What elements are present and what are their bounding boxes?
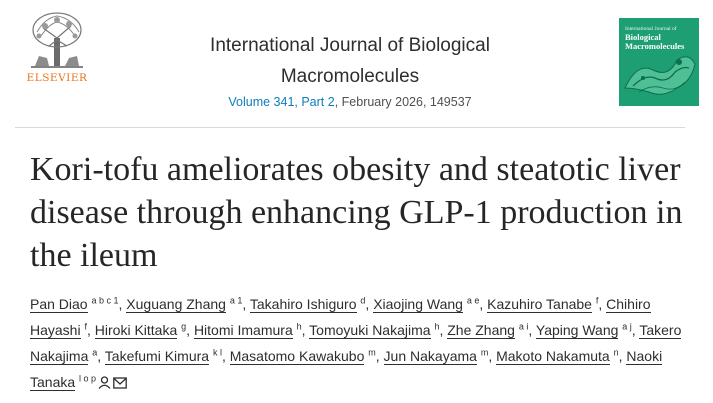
author-name[interactable]: Jun Nakayama (383, 348, 477, 365)
author-affiliation-sup: m (368, 347, 376, 358)
cover-title: International Journal of Biological Macr… (625, 26, 695, 51)
author-item[interactable]: Masatomo Kawakubo m (229, 347, 376, 365)
journal-cover[interactable]: International Journal of Biological Macr… (619, 18, 699, 106)
cover-title-small: International Journal of (625, 26, 677, 32)
elsevier-tree-icon (31, 12, 83, 68)
author-name[interactable]: Yaping Wang (535, 322, 619, 339)
author-item[interactable]: Hiroki Kittaka g (94, 321, 187, 339)
elsevier-logo[interactable]: ELSEVIER (22, 10, 92, 94)
author-affiliation-sup: f (595, 295, 599, 306)
author-name[interactable]: Hiroki Kittaka (94, 322, 178, 339)
author-list: Pan Diao a b c 1, Xuguang Zhang a 1, Tak… (30, 291, 690, 397)
author-name[interactable]: Zhe Zhang (447, 322, 515, 339)
author-name[interactable]: Masatomo Kawakubo (229, 348, 365, 365)
issue-info: Volume 341, Part 2, February 2026, 14953… (180, 95, 520, 109)
article-title: Kori-tofu ameliorates obesity and steato… (30, 151, 683, 274)
author-affiliation-sup: a 1 (229, 295, 243, 306)
author-affiliation-sup: a b c 1 (91, 295, 119, 306)
cover-title-main: Biological Macromolecules (625, 32, 685, 51)
author-name[interactable]: Hitomi Imamura (193, 322, 293, 339)
author-name[interactable]: Xiaojing Wang (373, 296, 463, 313)
author-name[interactable]: Pan Diao (30, 296, 88, 313)
author-name[interactable]: Makoto Nakamuta (496, 348, 610, 365)
author-item[interactable]: Takero Nakajima a (30, 322, 682, 365)
author-affiliation-sup: m (480, 347, 489, 358)
author-affiliation-sup: h (434, 321, 440, 332)
author-item[interactable]: Takefumi Kimura k l (104, 347, 222, 365)
author-affiliation-sup: a (92, 347, 98, 358)
author-affiliation-sup: l o p (79, 373, 97, 384)
author-item[interactable]: Kazuhiro Tanabe f (487, 295, 599, 313)
author-name[interactable]: Takero Nakajima (30, 322, 682, 365)
author-name[interactable]: Kazuhiro Tanabe (487, 296, 592, 313)
author-name[interactable]: Naoki Tanaka (30, 348, 663, 391)
cover-molecule-image (624, 56, 696, 95)
author-affiliation-sup: a e (466, 295, 480, 306)
author-affiliation-sup: g (181, 321, 187, 332)
author-name[interactable]: Xuguang Zhang (126, 296, 226, 313)
author-name[interactable]: Takahiro Ishiguro (249, 296, 357, 313)
author-name[interactable]: Takefumi Kimura (104, 348, 210, 365)
author-affiliation-sup: f (84, 321, 87, 332)
author-item[interactable]: Naoki Tanaka l o p (30, 348, 663, 391)
author-affiliation-sup: d (360, 295, 366, 306)
person-icon[interactable] (98, 371, 111, 397)
author-affiliation-sup: a i (518, 321, 529, 332)
author-item[interactable]: Xiaojing Wang a e (373, 295, 480, 313)
author-item[interactable]: Takahiro Ishiguro d (249, 295, 366, 313)
author-item[interactable]: Chihiro Hayashi f (30, 296, 651, 339)
publisher-name: ELSEVIER (26, 72, 88, 84)
journal-title[interactable]: International Journal of Biological Macr… (210, 35, 490, 87)
author-item[interactable]: Hitomi Imamura h (193, 321, 302, 339)
envelope-icon[interactable] (113, 371, 127, 397)
author-affiliation-sup: a j (622, 321, 632, 332)
author-affiliation-sup: n (613, 347, 619, 358)
author-name[interactable]: Chihiro Hayashi (30, 296, 651, 339)
author-item[interactable]: Tomoyuki Nakajima h (309, 321, 440, 339)
author-item[interactable]: Xuguang Zhang a 1 (126, 295, 243, 313)
author-affiliation-sup: k l (212, 347, 222, 358)
issue-date-and-id: , February 2026, 149537 (334, 95, 472, 109)
author-item[interactable]: Yaping Wang a j (535, 321, 632, 339)
author-item[interactable]: Jun Nakayama m (383, 347, 489, 365)
author-affiliation-sup: h (296, 321, 302, 332)
header-divider (15, 127, 685, 128)
volume-link[interactable]: Volume 341, Part 2 (228, 95, 335, 109)
author-item[interactable]: Makoto Nakamuta n (496, 347, 619, 365)
author-name[interactable]: Tomoyuki Nakajima (309, 322, 431, 339)
author-item[interactable]: Pan Diao a b c 1 (30, 295, 119, 313)
author-item[interactable]: Zhe Zhang a i (447, 321, 529, 339)
